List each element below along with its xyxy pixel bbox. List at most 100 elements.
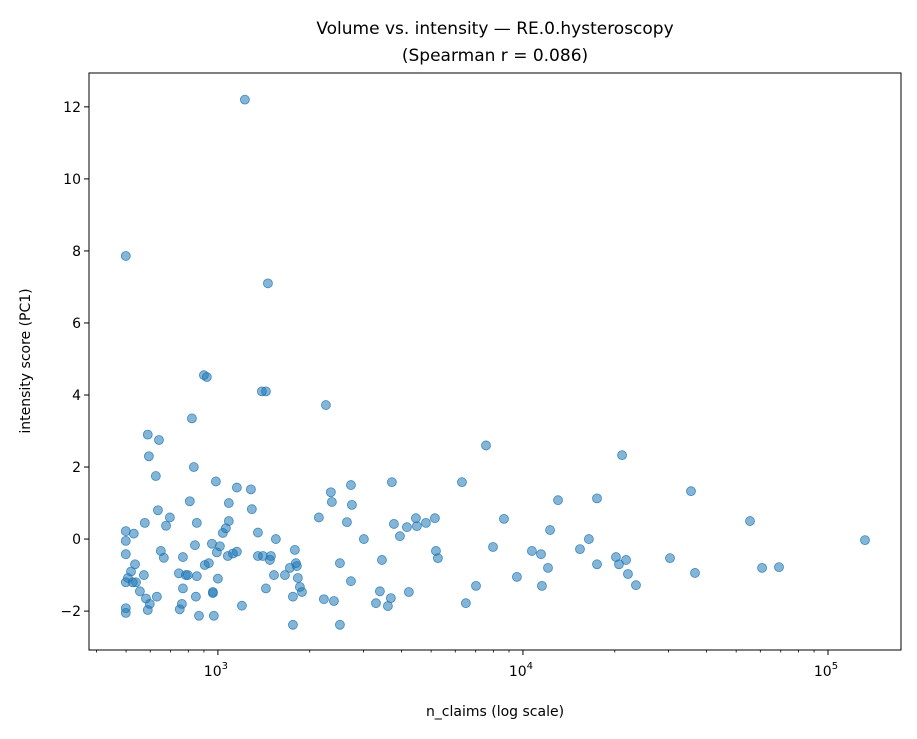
data-point (403, 587, 414, 597)
data-point (191, 517, 202, 528)
data-point (208, 610, 219, 621)
data-point (527, 546, 537, 556)
data-point (164, 512, 175, 523)
data-point (178, 583, 188, 594)
data-point (457, 477, 467, 488)
data-point (481, 440, 491, 451)
data-point (151, 591, 162, 602)
data-point (191, 571, 202, 582)
data-point (335, 558, 345, 569)
data-point (460, 598, 471, 609)
data-point (545, 525, 555, 535)
data-point (253, 527, 263, 538)
data-point (329, 596, 339, 606)
data-point (261, 386, 271, 397)
data-point (592, 493, 602, 504)
data-point (223, 498, 234, 508)
data-point (402, 522, 412, 533)
data-point (621, 555, 631, 565)
data-point (358, 534, 369, 544)
data-point (860, 535, 870, 546)
y-axis-label: intensity score (PC1) (18, 288, 34, 433)
data-point (375, 586, 385, 597)
data-point (194, 610, 204, 621)
data-point (499, 513, 509, 524)
data-point (144, 598, 155, 609)
data-point (231, 546, 242, 557)
data-point (187, 413, 197, 424)
data-point (291, 561, 302, 571)
data-point (757, 562, 767, 573)
data-point (583, 534, 594, 544)
data-point (543, 562, 553, 573)
data-point (246, 504, 257, 515)
x-tick-label: 103 (204, 661, 228, 680)
data-point (207, 587, 218, 597)
points-layer (120, 94, 870, 630)
data-point (289, 544, 300, 555)
chart-title: Volume vs. intensity — RE.0.hysteroscopy (316, 19, 673, 39)
data-point (188, 462, 199, 472)
data-point (371, 598, 381, 609)
data-point (223, 516, 234, 526)
data-point (161, 520, 171, 531)
data-point (411, 521, 422, 531)
y-tick-label: 8 (72, 244, 81, 260)
data-point (471, 580, 481, 591)
data-point (774, 562, 784, 573)
x-axis-label: n_claims (log scale) (426, 704, 564, 720)
data-point (385, 593, 396, 604)
data-point (395, 531, 405, 542)
data-point (592, 559, 602, 570)
data-point (130, 559, 140, 570)
data-point (150, 471, 161, 481)
data-point (623, 569, 633, 579)
data-point (261, 583, 271, 594)
data-point (142, 429, 153, 440)
data-point (134, 586, 145, 597)
data-point (488, 542, 498, 552)
data-point (176, 598, 187, 609)
data-point (128, 528, 139, 539)
data-point (190, 591, 201, 602)
data-point (263, 278, 273, 289)
data-point (182, 570, 193, 580)
data-point (203, 558, 214, 569)
data-point (154, 435, 164, 445)
data-point (553, 495, 563, 506)
data-point (131, 577, 141, 588)
data-point (617, 450, 627, 461)
data-point (512, 571, 522, 582)
data-point (120, 535, 131, 546)
y-tick-label: 4 (72, 388, 81, 404)
y-tick-label: 2 (72, 460, 81, 476)
y-tick-label: 10 (63, 172, 81, 188)
y-axis: −2 0 2 4 6 8 10 12 (60, 100, 89, 620)
data-point (178, 552, 188, 562)
data-point (631, 580, 641, 591)
plot-frame (88, 72, 902, 651)
data-point (120, 549, 131, 560)
y-tick-label: 0 (72, 532, 81, 548)
data-point (386, 477, 397, 488)
data-point (288, 591, 298, 602)
x-tick-label: 105 (814, 661, 838, 680)
x-axis: 103 104 105 (96, 650, 838, 680)
data-point (421, 517, 431, 528)
data-point (321, 400, 331, 410)
data-point (138, 570, 149, 580)
data-point (143, 451, 154, 462)
data-point (292, 573, 303, 583)
data-point (389, 519, 399, 529)
data-point (690, 568, 700, 578)
data-point (210, 476, 221, 487)
data-point (665, 553, 675, 564)
chart-subtitle: (Spearman r = 0.086) (402, 46, 588, 66)
data-point (537, 580, 547, 591)
data-point (184, 496, 195, 507)
data-point (342, 517, 352, 528)
data-point (280, 570, 290, 580)
data-point (346, 576, 356, 587)
data-point (745, 516, 755, 526)
y-tick-label: 6 (72, 316, 81, 332)
